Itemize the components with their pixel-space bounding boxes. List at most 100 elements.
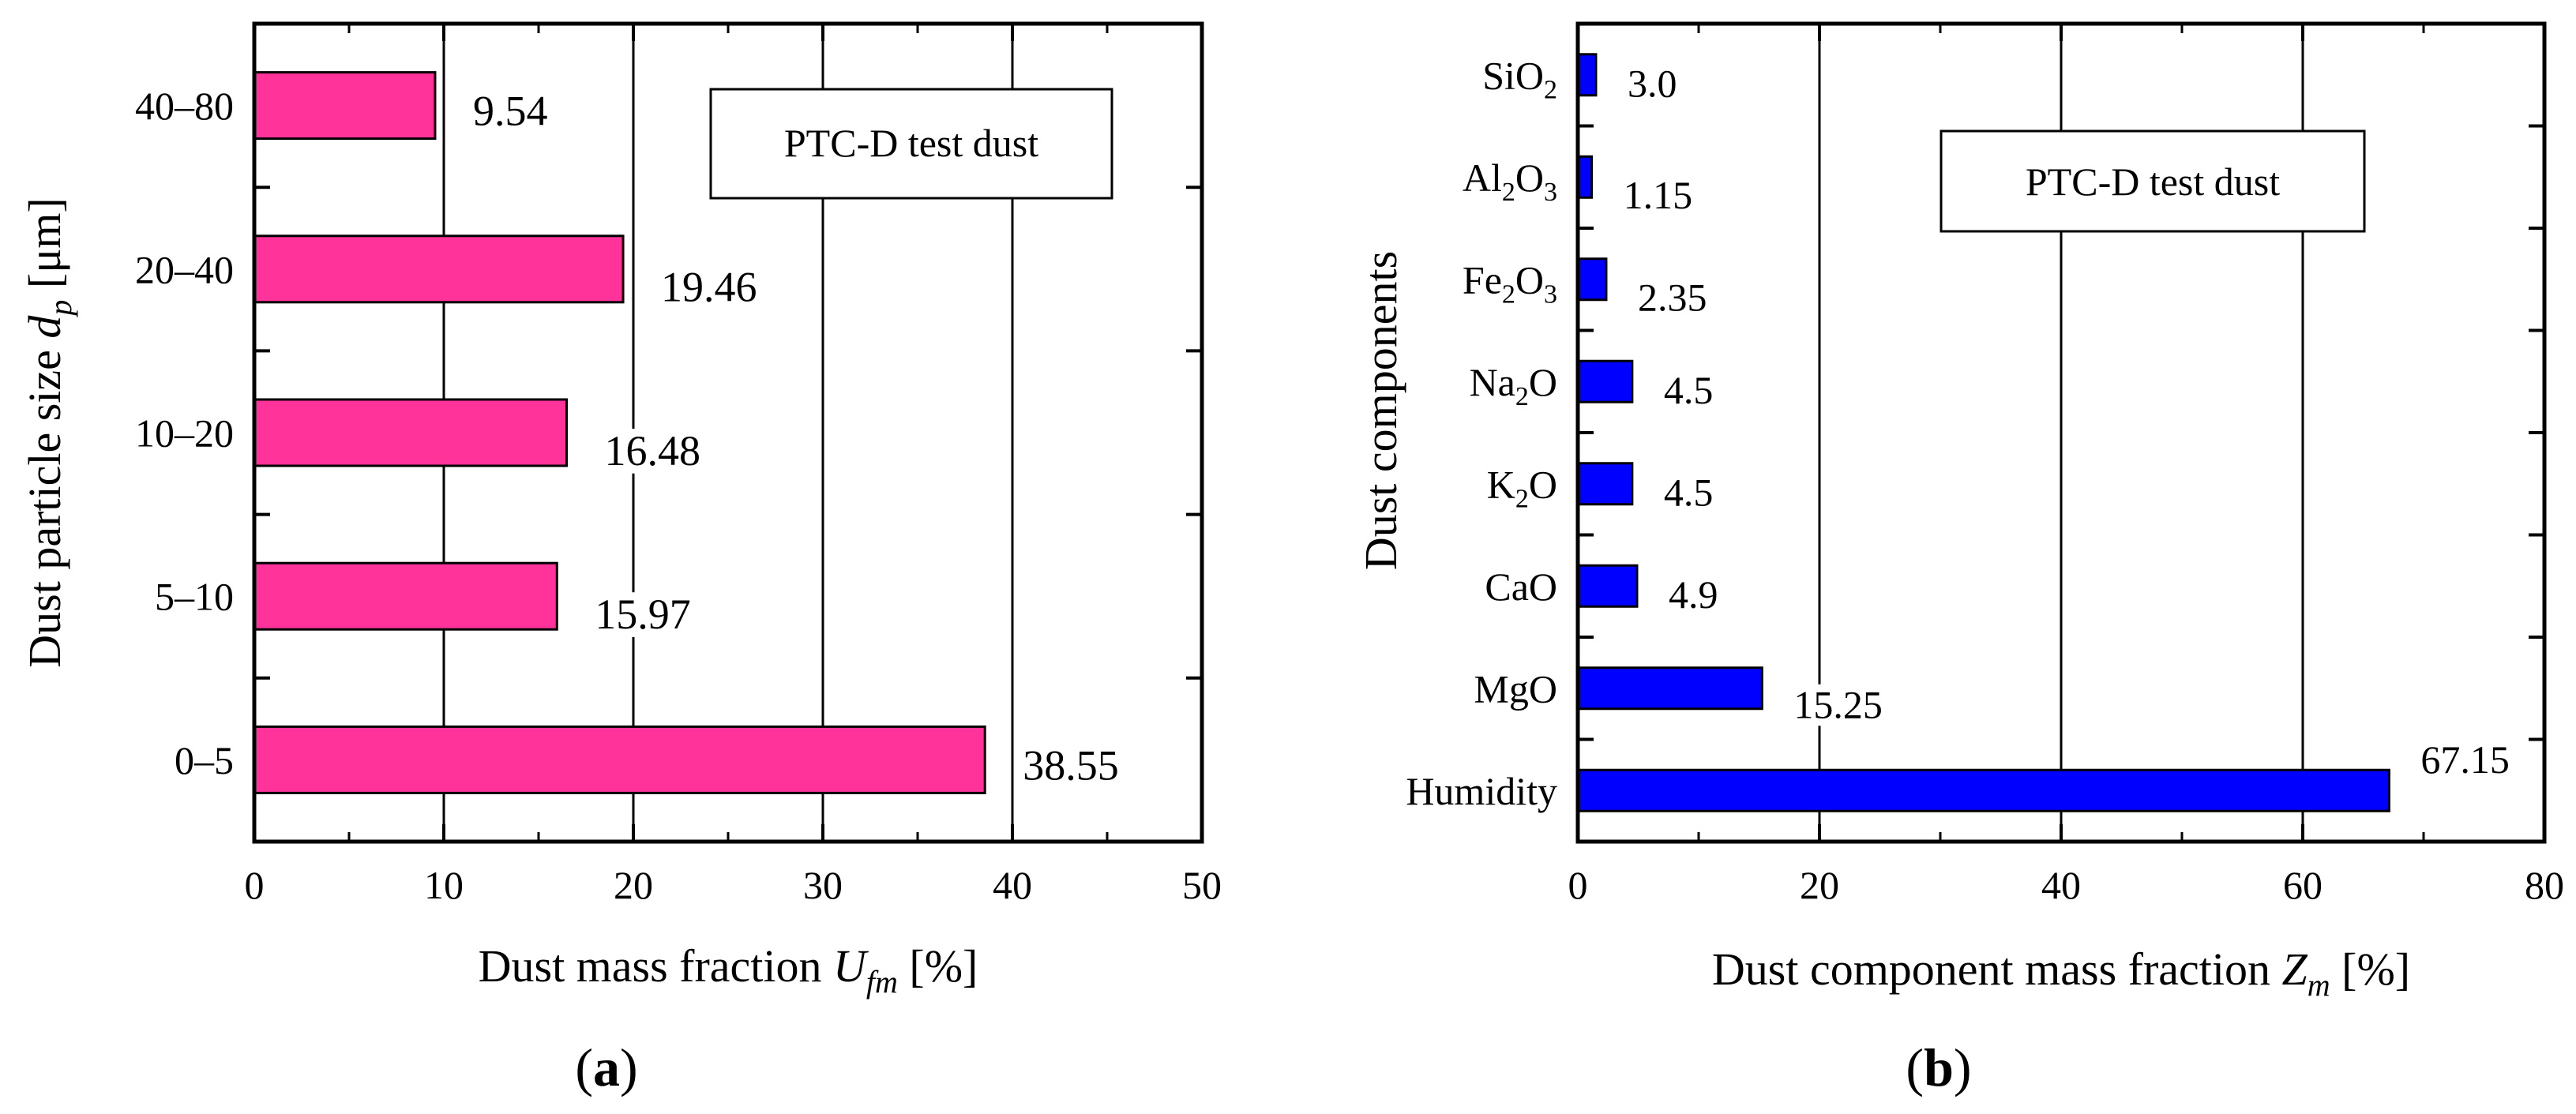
legend-text-a: PTC-D test dust [784, 121, 1038, 165]
panel-label-b-letter: b [1924, 1037, 1954, 1097]
chart-panel-a: 9.54 19.46 16.48 15.97 38.55 0 10 20 30 40 50 40–8… [19, 21, 1222, 1097]
value-label-bg-b-3 [1657, 369, 1729, 411]
bar-b-0 [1576, 53, 1598, 97]
category-label-part-b-3-1: 2 [1515, 382, 1529, 411]
bars-b: 3.0 1.15 2.35 4.5 4.5 4.9 15.25 67.15 [1576, 53, 2526, 812]
category-label-part-b-1-1: 2 [1502, 178, 1515, 207]
bar-b-1 [1576, 155, 1594, 199]
value-label-bg-b-5 [1662, 574, 1734, 616]
category-label-part-b-2-3: 3 [1544, 279, 1557, 309]
y-axis-label-a-sub: p [43, 300, 78, 318]
ticks-b: 0 20 40 60 80SiO2Al2O3Fe2O3Na2OK2OCaOMgOHumi… [1406, 22, 2564, 907]
value-label-b-6: 15.25 [1793, 682, 1883, 726]
panel-label-b: (b) [1906, 1037, 1971, 1097]
x-axis-label-a-var: U [833, 940, 869, 992]
value-label-b-5: 4.9 [1669, 572, 1718, 617]
y-axis-label-a-var: d [19, 315, 70, 339]
value-label-bg-a-4 [1016, 743, 1136, 789]
value-label-bg-b-0 [1620, 62, 1693, 105]
bar-b-3 [1576, 359, 1634, 403]
value-label-bg-a-0 [466, 88, 565, 134]
x-axis-label-b-suffix: [%] [2330, 943, 2410, 995]
category-label-part-b-2-1: 2 [1502, 279, 1515, 309]
bar-b-5 [1576, 564, 1639, 608]
category-label-part-b-6-0: MgO [1474, 666, 1557, 711]
value-label-bg-b-7 [2414, 739, 2526, 781]
legend-text-b: PTC-D test dust [2026, 159, 2280, 204]
x-axis-label-a-prefix: Dust mass fraction [479, 940, 833, 992]
x-axis-label-a-sub: fm [866, 964, 898, 1000]
category-label-part-b-4-1: 2 [1515, 484, 1529, 513]
category-label-a-3: 5–10 [155, 575, 234, 619]
category-label-part-b-3-2: O [1529, 360, 1557, 404]
value-label-bg-a-1 [655, 264, 775, 310]
value-label-bg-b-6 [1787, 684, 1899, 726]
x-tick-label-a-20: 20 [614, 863, 653, 907]
category-label-part-b-4-0: K [1487, 462, 1515, 506]
y-axis-label-a-suffix: [μm] [19, 197, 70, 299]
category-label-part-b-2-0: Fe [1463, 257, 1502, 302]
value-label-a-3: 15.97 [595, 591, 691, 638]
value-label-b-0: 3.0 [1628, 61, 1677, 105]
category-label-part-b-4-2: O [1529, 462, 1557, 506]
value-label-bg-b-2 [1631, 276, 1723, 319]
category-label-b-7: Humidity [1406, 769, 1557, 813]
ticks-a: 0 10 20 30 40 50 40–80 20–40 10–20 5–10 0–5 [135, 22, 1222, 907]
category-label-a-2: 10–20 [135, 411, 234, 456]
category-label-b-1: Al2O3 [1463, 156, 1557, 207]
x-tick-label-b-40: 40 [2041, 863, 2081, 907]
value-label-b-3: 4.5 [1664, 368, 1714, 412]
category-label-part-b-1-2: O [1515, 156, 1544, 200]
value-label-bg-a-3 [588, 592, 708, 637]
category-label-b-2: Fe2O3 [1463, 257, 1557, 309]
x-axis-label-b-var: Z [2282, 943, 2308, 995]
legend-box-b: PTC-D test dust [1940, 129, 2366, 233]
bar-a-3 [253, 561, 558, 631]
category-label-b-6: MgO [1474, 666, 1557, 711]
y-axis-label-a-prefix: Dust particle size [19, 339, 70, 668]
bars-a: 9.54 19.46 16.48 15.97 38.55 [253, 71, 1136, 794]
category-label-b-4: K2O [1487, 462, 1557, 513]
category-label-part-b-0-1: 2 [1544, 75, 1557, 104]
legend-box-a: PTC-D test dust [709, 88, 1113, 200]
panel-label-a-letter: a [593, 1037, 620, 1097]
bar-b-4 [1576, 462, 1634, 506]
category-label-b-0: SiO2 [1482, 53, 1557, 104]
value-label-a-4: 38.55 [1023, 741, 1119, 789]
category-label-part-b-2-2: O [1515, 257, 1544, 302]
x-tick-label-b-0: 0 [1568, 863, 1588, 907]
x-tick-label-a-40: 40 [993, 863, 1032, 907]
bar-a-1 [253, 234, 625, 304]
value-label-bg-b-4 [1657, 471, 1729, 514]
y-axis-label-b: Dust components [1355, 251, 1406, 570]
bar-b-2 [1576, 257, 1608, 302]
category-label-part-b-7-0: Humidity [1406, 769, 1557, 813]
category-label-b-3: Na2O [1470, 360, 1557, 411]
category-label-part-b-0-0: SiO [1482, 53, 1544, 97]
bar-a-4 [253, 725, 986, 794]
x-axis-label-b: Dust component mass fraction Zm [%] [1712, 943, 2410, 1003]
legend-frame-a [709, 88, 1113, 200]
legend-frame-b [1940, 129, 2366, 233]
bar-a-2 [253, 398, 569, 467]
category-label-a-1: 20–40 [135, 247, 234, 291]
category-label-part-b-1-3: 3 [1544, 178, 1557, 207]
chart-panel-b: 3.0 1.15 2.35 4.5 4.5 4.9 15.25 67.15 0 20 40 60 80… [1355, 21, 2564, 1097]
value-label-b-2: 2.35 [1638, 275, 1707, 319]
category-label-part-b-5-0: CaO [1485, 565, 1557, 609]
y-axis-label-a: Dust particle size dp [μm] [19, 197, 78, 667]
panel-label-a: (a) [575, 1037, 637, 1097]
x-axis-label-a-suffix: [%] [898, 940, 978, 992]
x-tick-label-b-20: 20 [1800, 863, 1839, 907]
value-label-b-7: 67.15 [2420, 737, 2510, 782]
value-label-a-1: 19.46 [661, 264, 757, 311]
bar-b-7 [1576, 768, 2390, 812]
x-axis-label-b-sub: m [2308, 967, 2330, 1003]
value-label-b-1: 1.15 [1624, 173, 1693, 217]
x-tick-label-a-0: 0 [245, 863, 265, 907]
category-label-a-4: 0–5 [175, 738, 234, 782]
x-tick-label-b-80: 80 [2525, 863, 2564, 907]
value-label-bg-a-2 [598, 429, 718, 474]
category-label-part-b-3-0: Na [1470, 360, 1515, 404]
